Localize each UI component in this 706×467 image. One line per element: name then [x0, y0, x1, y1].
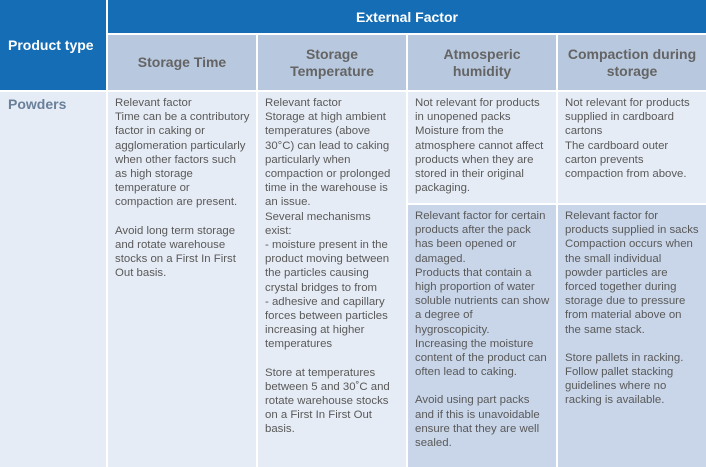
group-header: External Factor — [108, 0, 706, 33]
paragraph-group: Relevant factor for certain products aft… — [415, 209, 550, 379]
paragraph: The cardboard outer carton prevents comp… — [565, 139, 687, 181]
paragraph: Not relevant for products supplied in ca… — [565, 97, 690, 138]
paragraph: Store pallets in racking. — [565, 351, 684, 364]
body-cell: Not relevant for products supplied in ca… — [558, 92, 706, 203]
column-header: Storage Temperature — [258, 35, 406, 90]
column-header: Compaction during storage — [558, 35, 706, 90]
paragraph: Relevant factor — [115, 97, 192, 109]
paragraph: Several mechanisms exist: — [265, 210, 371, 237]
body-cell: Relevant factor Storage at high ambient t… — [258, 92, 406, 467]
body-cell: Not relevant for products in unopened pa… — [408, 92, 556, 203]
paragraph-group: Relevant factor Storage at high ambient t… — [265, 96, 400, 352]
paragraph: Compaction occurs when the small individ… — [565, 238, 693, 336]
paragraph: Moisture from the atmosphere cannot affe… — [415, 125, 544, 195]
column-header: Atmosperic humidity — [408, 35, 556, 90]
paragraph: Time can be a contributory factor in cak… — [115, 111, 250, 209]
body-cell: Relevant factor for products supplied in… — [558, 205, 706, 467]
column-header: Storage Time — [108, 35, 256, 90]
paragraph-group: Relevant factor for products supplied in… — [565, 209, 700, 337]
paragraph: - adhesive and capillary forces between … — [265, 295, 388, 351]
paragraph: Relevant factor for certain products aft… — [415, 210, 546, 265]
paragraph-group: Avoid using part packs and if this is un… — [415, 393, 550, 450]
paragraph: Products that contain a high proportion … — [415, 266, 550, 336]
paragraph: Relevant factor for products supplied in… — [565, 210, 699, 237]
paragraph: Relevant factor — [265, 97, 342, 109]
paragraph: Store at temperatures between 5 and 30˚C… — [265, 366, 390, 436]
body-cell: Relevant factor Time can be a contributor… — [108, 92, 256, 467]
paragraph: Avoid using part packs and if this is un… — [415, 394, 540, 450]
paragraph: - moisture present in the product moving… — [265, 239, 390, 294]
body-cell: Relevant factor for certain products aft… — [408, 205, 556, 467]
paragraph: Not relevant for products in unopened pa… — [415, 97, 540, 124]
paragraph: Storage at high ambient temperatures (ab… — [265, 111, 391, 209]
paragraph: Increasing the moisture content of the p… — [415, 337, 547, 379]
corner-header: Product type — [0, 0, 106, 90]
paragraph-group: Not relevant for products in unopened pa… — [415, 96, 550, 195]
paragraph-group: Store pallets in racking. Follow pallet s… — [565, 351, 700, 408]
paragraph-group: Store at temperatures between 5 and 30˚C… — [265, 366, 400, 437]
paragraph-group: Not relevant for products supplied in ca… — [565, 96, 700, 181]
paragraph: Follow pallet stacking guidelines where … — [565, 366, 674, 407]
paragraph-group: Relevant factor Time can be a contributor… — [115, 96, 250, 210]
paragraph-group: Avoid long term storage and rotate wareh… — [115, 224, 250, 281]
product-cell: Powders — [0, 92, 106, 467]
paragraph: Avoid long term storage and rotate wareh… — [115, 224, 236, 280]
